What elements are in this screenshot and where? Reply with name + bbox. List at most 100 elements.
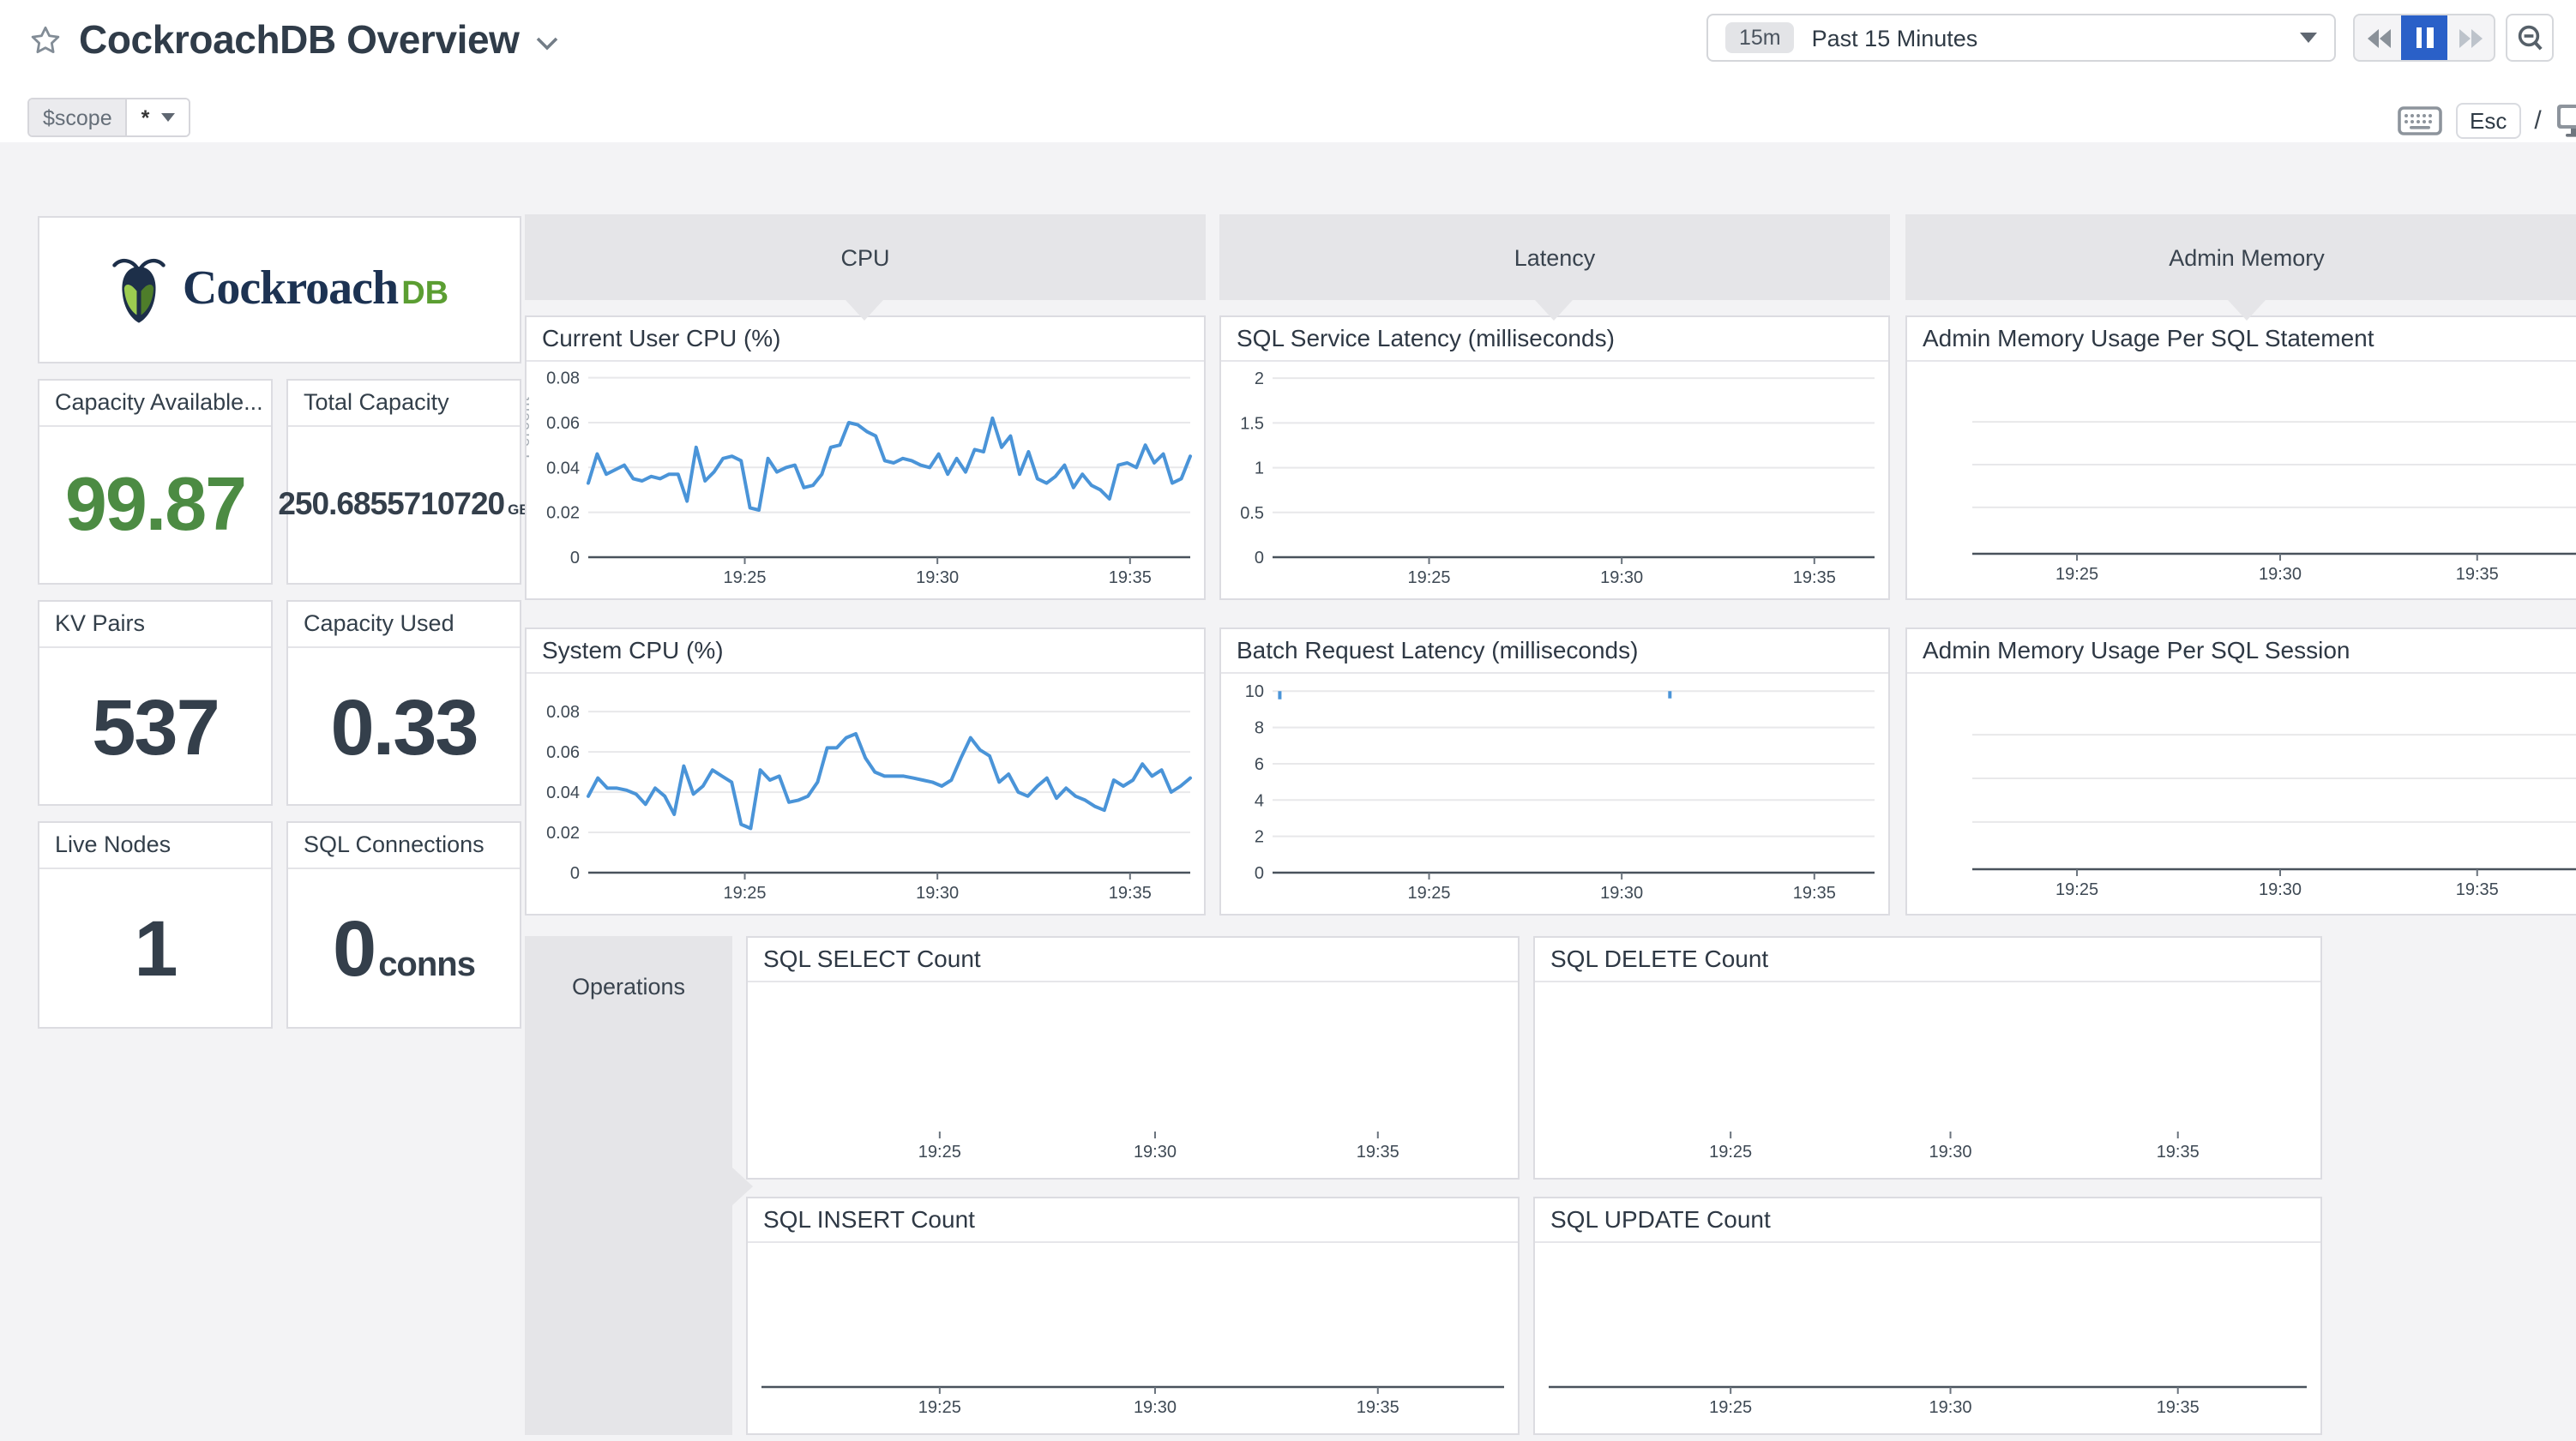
svg-text:19:35: 19:35 <box>2456 565 2499 584</box>
stat-value: 0.33 <box>330 681 478 771</box>
panel-admin-memory-statement: Admin Memory Usage Per SQL Statement 19:… <box>1905 315 2576 600</box>
logo-wordmark: Cockroach <box>182 262 399 315</box>
admin-memory-session-chart[interactable]: 19:25 19:30 19:35 <box>1907 674 2576 914</box>
svg-text:0.5: 0.5 <box>1240 504 1264 523</box>
sql-select-count-chart[interactable]: 19:25 19:30 19:35 <box>748 982 1518 1178</box>
svg-text:19:30: 19:30 <box>1134 1398 1177 1417</box>
chart-title: Admin Memory Usage Per SQL Statement <box>1907 317 2576 362</box>
shortcut-hint-row: Esc / <box>2398 98 2576 142</box>
svg-text:0.08: 0.08 <box>546 703 580 722</box>
panel-admin-memory-session: Admin Memory Usage Per SQL Session 19:25… <box>1905 627 2576 916</box>
stat-unit: conns <box>378 946 476 984</box>
stat-title: KV Pairs <box>39 602 271 648</box>
time-back-button[interactable] <box>2355 15 2401 60</box>
chart-title: SQL Service Latency (milliseconds) <box>1221 317 1888 362</box>
chart-title: SQL UPDATE Count <box>1535 1198 2320 1243</box>
stat-value: 250.6855710720 <box>278 485 505 522</box>
group-header-cpu[interactable]: CPU <box>525 214 1206 300</box>
pause-button[interactable] <box>2401 15 2447 60</box>
svg-text:19:25: 19:25 <box>1709 1398 1752 1417</box>
cockroachdb-logo-card: Cockroach DB <box>38 216 521 363</box>
stat-card-capacity-available: Capacity Available... 99.87 <box>38 379 273 585</box>
svg-text:19:30: 19:30 <box>2259 880 2302 899</box>
favorite-star-icon[interactable] <box>27 22 63 58</box>
svg-text:0.06: 0.06 <box>546 743 580 762</box>
chart-title: SQL DELETE Count <box>1535 938 2320 982</box>
chart-title: Admin Memory Usage Per SQL Session <box>1907 629 2576 674</box>
scope-caret-icon <box>161 113 176 122</box>
stat-value: 537 <box>92 681 220 771</box>
stat-title: Live Nodes <box>39 823 271 869</box>
dashboard-board: Cockroach DB Capacity Available... 99.87… <box>0 142 2576 1441</box>
zoom-out-button[interactable] <box>2506 14 2554 62</box>
time-range-label: Past 15 Minutes <box>1811 25 1978 51</box>
stat-unit: GB <box>508 501 530 519</box>
time-range-badge: 15m <box>1725 22 1795 53</box>
group-header-admin-memory[interactable]: Admin Memory <box>1905 214 2576 300</box>
svg-text:19:25: 19:25 <box>1709 1143 1752 1162</box>
svg-text:19:30: 19:30 <box>1929 1398 1971 1417</box>
admin-memory-statement-chart[interactable]: 19:25 19:30 19:35 <box>1907 362 2576 598</box>
stat-value: 0 <box>333 904 376 993</box>
stat-card-total-capacity: Total Capacity 250.6855710720 GB <box>278 379 530 585</box>
svg-text:19:35: 19:35 <box>2456 880 2499 899</box>
stat-value: 99.87 <box>64 462 247 546</box>
svg-text:19:30: 19:30 <box>1600 568 1643 587</box>
current-user-cpu-chart[interactable]: 0 0.02 0.04 0.06 0.08 19:25 19:30 19:35 Percent <box>527 362 1204 598</box>
panel-sql-service-latency: SQL Service Latency (milliseconds) 0 0.5 1… <box>1219 315 1890 600</box>
sql-insert-count-chart[interactable]: 19:25 19:30 19:35 <box>748 1243 1518 1433</box>
stat-title: SQL Connections <box>288 823 520 869</box>
svg-text:0.02: 0.02 <box>546 504 580 523</box>
group-header-operations[interactable]: Operations <box>525 936 732 1435</box>
sql-service-latency-chart[interactable]: 0 0.5 1 1.5 2 19:25 19:30 19:35 <box>1221 362 1888 598</box>
svg-text:0.04: 0.04 <box>546 784 580 802</box>
title-chevron-down-icon[interactable] <box>535 28 559 59</box>
system-cpu-chart[interactable]: 0 0.02 0.04 0.06 0.08 19:25 19:30 19:35 <box>527 674 1204 914</box>
keyboard-icon[interactable] <box>2398 105 2442 135</box>
svg-text:8: 8 <box>1255 719 1264 738</box>
scope-variable-value[interactable]: * <box>127 99 190 135</box>
time-forward-button[interactable] <box>2447 15 2494 60</box>
group-cpu-notch <box>846 300 883 321</box>
chart-title: SQL INSERT Count <box>748 1198 1518 1243</box>
sql-delete-count-chart[interactable]: 19:25 19:30 19:35 <box>1535 982 2320 1178</box>
panel-batch-request-latency: Batch Request Latency (milliseconds) 0 2 4… <box>1219 627 1890 916</box>
svg-text:19:25: 19:25 <box>1407 568 1450 587</box>
svg-text:0: 0 <box>1255 864 1264 883</box>
stat-title: Capacity Available... <box>39 381 271 427</box>
group-latency-notch <box>1535 300 1573 321</box>
group-operations-notch <box>732 1168 753 1205</box>
svg-text:0.02: 0.02 <box>546 824 580 843</box>
svg-text:19:30: 19:30 <box>916 568 959 587</box>
group-header-latency[interactable]: Latency <box>1219 214 1890 300</box>
svg-text:19:30: 19:30 <box>1929 1143 1971 1162</box>
panel-sql-delete-count: SQL DELETE Count 19:25 19:30 19:35 <box>1533 936 2322 1180</box>
svg-text:19:25: 19:25 <box>723 884 766 903</box>
magnifier-minus-icon <box>2517 24 2542 50</box>
stat-value: 1 <box>134 904 178 993</box>
sql-update-count-chart[interactable]: 19:25 19:30 19:35 <box>1535 1243 2320 1433</box>
page-title: CockroachDB Overview <box>79 17 520 62</box>
stat-card-capacity-used: Capacity Used 0.33 <box>286 600 521 806</box>
svg-text:19:25: 19:25 <box>723 568 766 587</box>
svg-text:19:25: 19:25 <box>918 1398 961 1417</box>
svg-text:1: 1 <box>1255 459 1264 478</box>
batch-request-latency-chart[interactable]: 0 2 4 6 8 10 19:25 19:30 19:35 <box>1221 674 1888 914</box>
panel-system-cpu: System CPU (%) 0 0.02 0.04 0.06 0.08 19:25 19:… <box>525 627 1206 916</box>
tv-mode-icon[interactable] <box>2555 103 2576 137</box>
svg-text:2: 2 <box>1255 369 1264 388</box>
time-range-selector[interactable]: 15m Past 15 Minutes <box>1706 14 2336 62</box>
svg-text:19:25: 19:25 <box>2055 565 2098 584</box>
template-variable-scope[interactable]: $scope * <box>27 98 191 137</box>
panel-current-user-cpu: Current User CPU (%) 0 0.02 0.04 0.06 0.08 19… <box>525 315 1206 600</box>
svg-text:0.06: 0.06 <box>546 414 580 433</box>
svg-text:10: 10 <box>1245 682 1264 701</box>
panel-sql-update-count: SQL UPDATE Count 19:25 19:30 19:35 <box>1533 1197 2322 1435</box>
svg-text:19:35: 19:35 <box>2157 1398 2200 1417</box>
stat-card-kv-pairs: KV Pairs 537 <box>38 600 273 806</box>
svg-text:19:35: 19:35 <box>1109 568 1152 587</box>
time-nav-buttons <box>2353 14 2495 62</box>
svg-text:19:25: 19:25 <box>918 1143 961 1162</box>
operations-label: Operations <box>571 974 686 1000</box>
